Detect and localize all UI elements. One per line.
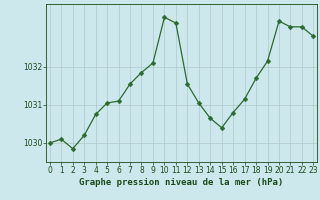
X-axis label: Graphe pression niveau de la mer (hPa): Graphe pression niveau de la mer (hPa) xyxy=(79,178,284,187)
